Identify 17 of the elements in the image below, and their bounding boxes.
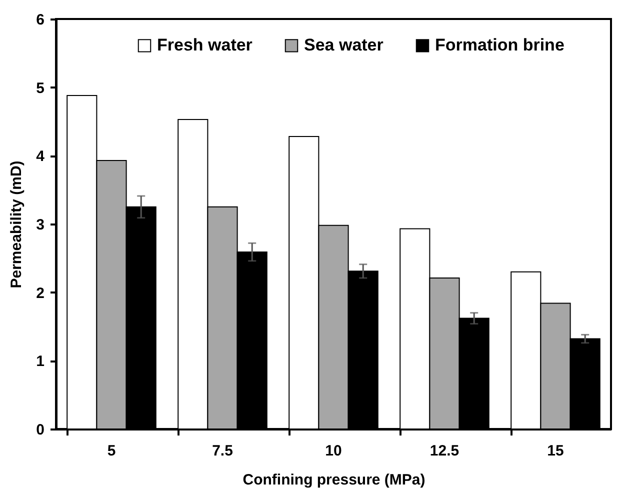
y-tick-label: 4 [36,148,46,166]
y-tick-label: 2 [36,284,44,302]
x-tick-label: 5 [107,442,116,460]
legend-label: Sea water [304,36,384,55]
legend-label: Formation brine [435,36,564,55]
x-tick-label: 12.5 [430,442,460,460]
legend-label: Fresh water [157,36,253,55]
y-tick-label: 5 [36,80,44,97]
x-tick-label: 10 [325,442,342,460]
y-tick-label: 6 [36,12,44,28]
x-tick-label: 15 [547,442,564,460]
x-tick-label: 7.5 [212,442,233,460]
y-tick-label: 3 [36,216,44,234]
y-axis-title: Permeability (mD) [8,160,26,288]
y-tick-label: 1 [36,353,44,370]
x-axis-title: Confining pressure (MPa) [242,472,426,488]
y-tick-label: 0 [36,422,44,438]
